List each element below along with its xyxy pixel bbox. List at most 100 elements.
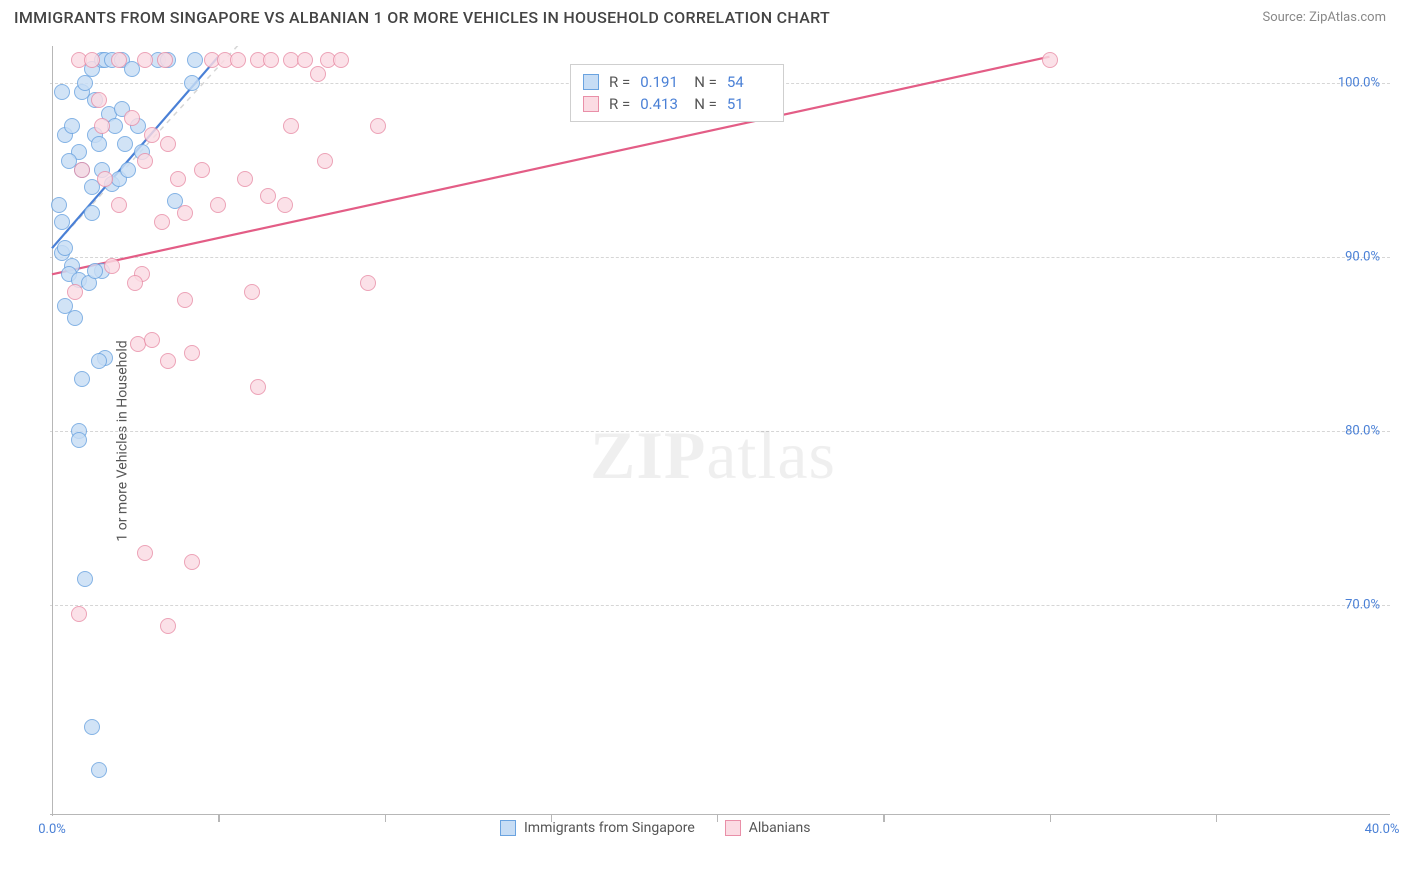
scatter-point xyxy=(170,171,186,187)
y-tick-label: 80.0% xyxy=(1345,424,1380,439)
x-axis-line xyxy=(50,814,1390,815)
scatter-point xyxy=(250,379,266,395)
source-label: Source: xyxy=(1262,10,1309,25)
legend-series-name: Immigrants from Singapore xyxy=(524,820,695,836)
gridline-horizontal xyxy=(50,431,1390,432)
x-minor-tick xyxy=(1216,814,1217,822)
source-name: ZipAtlas.com xyxy=(1309,10,1386,25)
gridline-horizontal xyxy=(50,605,1390,606)
scatter-point xyxy=(184,75,200,91)
scatter-point xyxy=(263,52,279,68)
chart-plot-area: 1 or more Vehicles in Household 70.0%80.… xyxy=(50,46,1390,836)
scatter-point xyxy=(77,571,93,587)
chart-title: IMMIGRANTS FROM SINGAPORE VS ALBANIAN 1 … xyxy=(14,8,830,27)
gridline-horizontal xyxy=(50,257,1390,258)
scatter-point xyxy=(127,275,143,291)
scatter-point xyxy=(244,284,260,300)
scatter-point xyxy=(144,332,160,348)
scatter-point xyxy=(91,136,107,152)
series-swatch xyxy=(583,74,599,90)
series-swatch xyxy=(583,96,599,112)
r-value: 0.413 xyxy=(640,95,684,113)
scatter-point xyxy=(210,197,226,213)
x-tick-label: 40.0% xyxy=(1365,822,1400,837)
scatter-point xyxy=(94,118,110,134)
n-value: 51 xyxy=(727,95,771,113)
scatter-point xyxy=(77,75,93,91)
scatter-point xyxy=(54,84,70,100)
legend-stats-row: R = 0.191 N = 54 xyxy=(583,71,771,93)
y-tick-label: 100.0% xyxy=(1338,75,1380,90)
scatter-point xyxy=(370,118,386,134)
scatter-point xyxy=(111,52,127,68)
x-minor-tick xyxy=(218,814,219,822)
scatter-point xyxy=(260,188,276,204)
scatter-point xyxy=(137,52,153,68)
legend-item: Immigrants from Singapore xyxy=(500,820,695,836)
scatter-point xyxy=(97,171,113,187)
scatter-point xyxy=(84,52,100,68)
scatter-point xyxy=(54,214,70,230)
scatter-point xyxy=(67,284,83,300)
scatter-point xyxy=(177,292,193,308)
x-minor-tick xyxy=(883,814,884,822)
scatter-point xyxy=(237,171,253,187)
scatter-point-outlier xyxy=(1042,52,1058,68)
scatter-point xyxy=(177,205,193,221)
x-tick-label: 0.0% xyxy=(38,822,66,837)
scatter-point xyxy=(71,606,87,622)
scatter-point xyxy=(160,353,176,369)
legend-bottom: Immigrants from Singapore Albanians xyxy=(500,820,810,836)
scatter-point xyxy=(57,240,73,256)
scatter-point xyxy=(144,127,160,143)
scatter-point xyxy=(160,618,176,634)
scatter-point xyxy=(160,136,176,152)
scatter-point xyxy=(87,263,103,279)
scatter-point xyxy=(230,52,246,68)
scatter-point xyxy=(104,258,120,274)
r-value: 0.191 xyxy=(640,73,684,91)
scatter-point xyxy=(360,275,376,291)
r-label: R = xyxy=(609,95,630,113)
scatter-point xyxy=(84,719,100,735)
r-label: R = xyxy=(609,73,630,91)
scatter-point xyxy=(71,432,87,448)
x-minor-tick xyxy=(1050,814,1051,822)
scatter-point xyxy=(194,162,210,178)
source-attribution: Source: ZipAtlas.com xyxy=(1262,10,1386,25)
n-label: N = xyxy=(694,73,717,91)
scatter-point xyxy=(91,762,107,778)
scatter-point xyxy=(333,52,349,68)
scatter-point xyxy=(120,162,136,178)
scatter-point xyxy=(310,66,326,82)
scatter-point xyxy=(184,345,200,361)
n-value: 54 xyxy=(727,73,771,91)
scatter-point xyxy=(137,545,153,561)
y-tick-label: 90.0% xyxy=(1345,249,1380,264)
scatter-plot: 70.0%80.0%90.0%100.0%0.0%40.0%R =0.191N … xyxy=(50,46,1390,836)
scatter-point xyxy=(297,52,313,68)
scatter-point xyxy=(154,214,170,230)
scatter-point xyxy=(117,136,133,152)
scatter-point xyxy=(67,310,83,326)
scatter-point xyxy=(84,205,100,221)
y-tick-label: 70.0% xyxy=(1345,598,1380,613)
series-swatch xyxy=(725,820,741,836)
regression-lines-layer xyxy=(50,46,1390,836)
scatter-point xyxy=(187,52,203,68)
scatter-point xyxy=(91,353,107,369)
scatter-point xyxy=(74,162,90,178)
x-minor-tick xyxy=(385,814,386,822)
scatter-point xyxy=(137,153,153,169)
series-swatch xyxy=(500,820,516,836)
scatter-point xyxy=(277,197,293,213)
scatter-point xyxy=(184,554,200,570)
legend-stats-row: R = 0.413 N = 51 xyxy=(583,93,771,115)
n-label: N = xyxy=(694,95,717,113)
y-axis-line xyxy=(52,46,53,816)
scatter-point xyxy=(91,92,107,108)
scatter-point xyxy=(317,153,333,169)
scatter-point xyxy=(283,118,299,134)
scatter-point xyxy=(74,371,90,387)
legend-item: Albanians xyxy=(725,820,811,836)
